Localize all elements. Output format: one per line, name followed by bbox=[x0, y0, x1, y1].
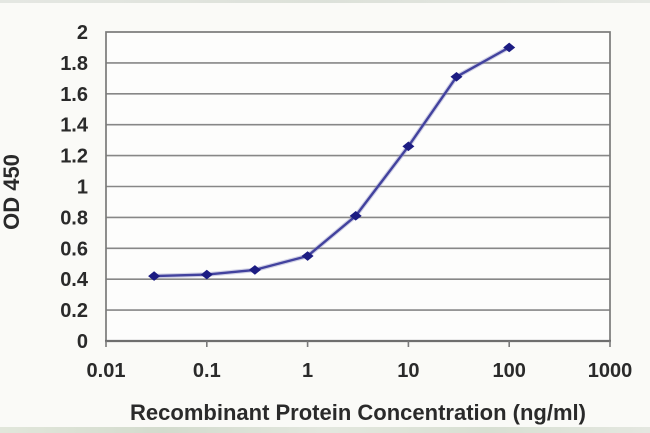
x-tick-label-1: 1 bbox=[302, 360, 313, 382]
x-tick-label-100: 100 bbox=[493, 360, 526, 382]
y-tick-label-0.4: 0.4 bbox=[60, 269, 89, 291]
series-line bbox=[152, 46, 511, 278]
y-tick-label-1.2: 1.2 bbox=[60, 146, 88, 168]
x-tick-label-0.01: 0.01 bbox=[87, 360, 126, 382]
y-tick-label-0: 0 bbox=[77, 331, 88, 353]
data-point-marker-x0.1 bbox=[200, 269, 213, 280]
y-tick-label-1: 1 bbox=[77, 177, 88, 199]
data-point-marker-x0.3 bbox=[248, 265, 261, 275]
x-tick-label-0.1: 0.1 bbox=[193, 360, 221, 382]
y-tick-label-0.2: 0.2 bbox=[60, 300, 88, 322]
data-point-marker-x1 bbox=[301, 251, 314, 261]
data-point-marker-x0.03 bbox=[148, 271, 161, 281]
y-tick-label-0.6: 0.6 bbox=[60, 238, 88, 260]
data-point-marker-x100 bbox=[503, 42, 516, 53]
gridlines-layer bbox=[106, 62, 610, 311]
x-axis-title: Recombinant Protein Concentration (ng/ml… bbox=[130, 400, 586, 425]
x-tick-label-1000: 1000 bbox=[588, 360, 633, 382]
y-axis-title: OD 450 bbox=[0, 154, 24, 230]
data-series-layer bbox=[148, 42, 516, 281]
data-point-marker-x10 bbox=[402, 141, 415, 152]
y-tick-label-1.6: 1.6 bbox=[60, 84, 88, 106]
axis-ticks-layer: 0.01 0.1 1 10 100 1000 0 0.2 0.4 0.6 0.8 1 1.2 1.4 1.6… bbox=[60, 22, 632, 382]
y-tick-label-2: 2 bbox=[77, 22, 88, 44]
y-tick-label-1.4: 1.4 bbox=[60, 115, 89, 137]
y-tick-label-1.8: 1.8 bbox=[60, 53, 88, 75]
y-tick-label-0.8: 0.8 bbox=[60, 207, 88, 229]
data-point-marker-x3 bbox=[349, 211, 362, 221]
x-tick-label-10: 10 bbox=[397, 360, 419, 382]
data-point-marker-x30 bbox=[450, 72, 463, 82]
